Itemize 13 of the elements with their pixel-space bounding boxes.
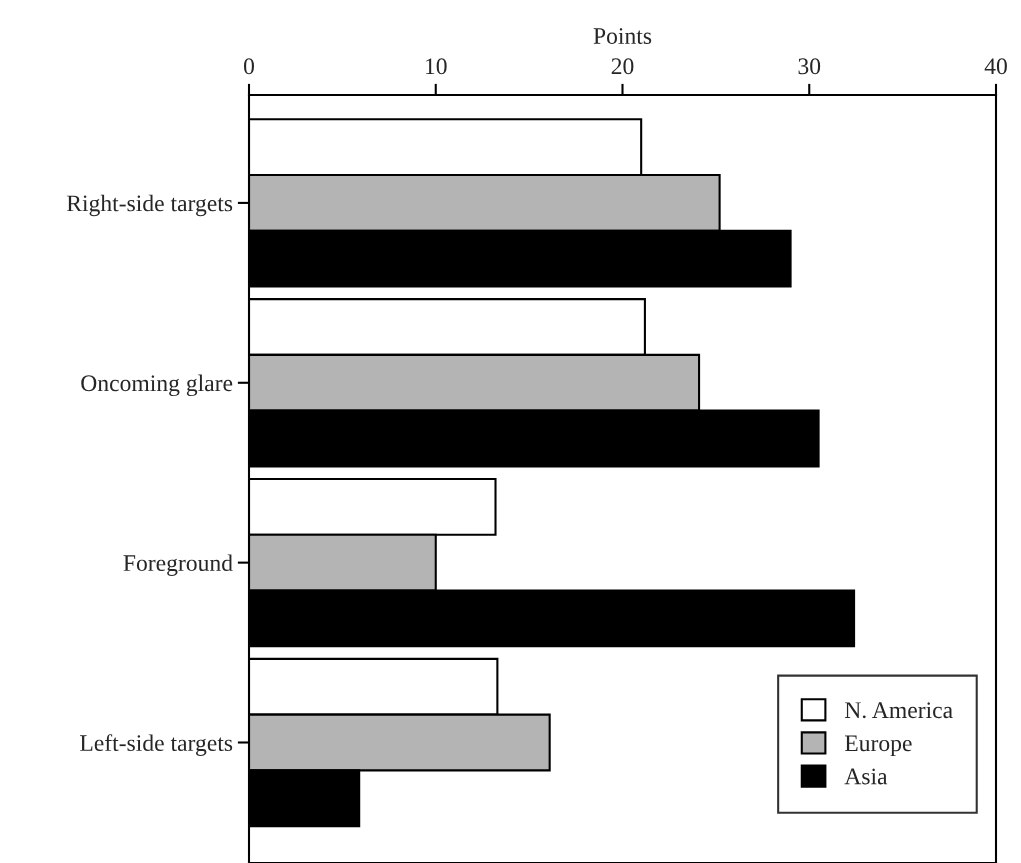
legend-label: Europe (844, 735, 912, 757)
y-tick-label: Right-side targets (66, 194, 233, 217)
x-tick-label: 40 (984, 58, 1007, 75)
y-tick-label: Foreground (123, 554, 233, 576)
x-tick-label: 10 (426, 58, 447, 75)
x-axis-title: Points (593, 28, 652, 44)
legend-label: N. America (844, 702, 953, 719)
x-tick-label: 30 (798, 58, 821, 75)
x-tick-label: 0 (244, 58, 254, 75)
y-tick-label: Left-side targets (80, 734, 233, 756)
x-tick-label: 20 (611, 58, 634, 75)
legend-label: Asia (844, 768, 888, 785)
y-tick-label: Oncoming glare (81, 374, 233, 397)
